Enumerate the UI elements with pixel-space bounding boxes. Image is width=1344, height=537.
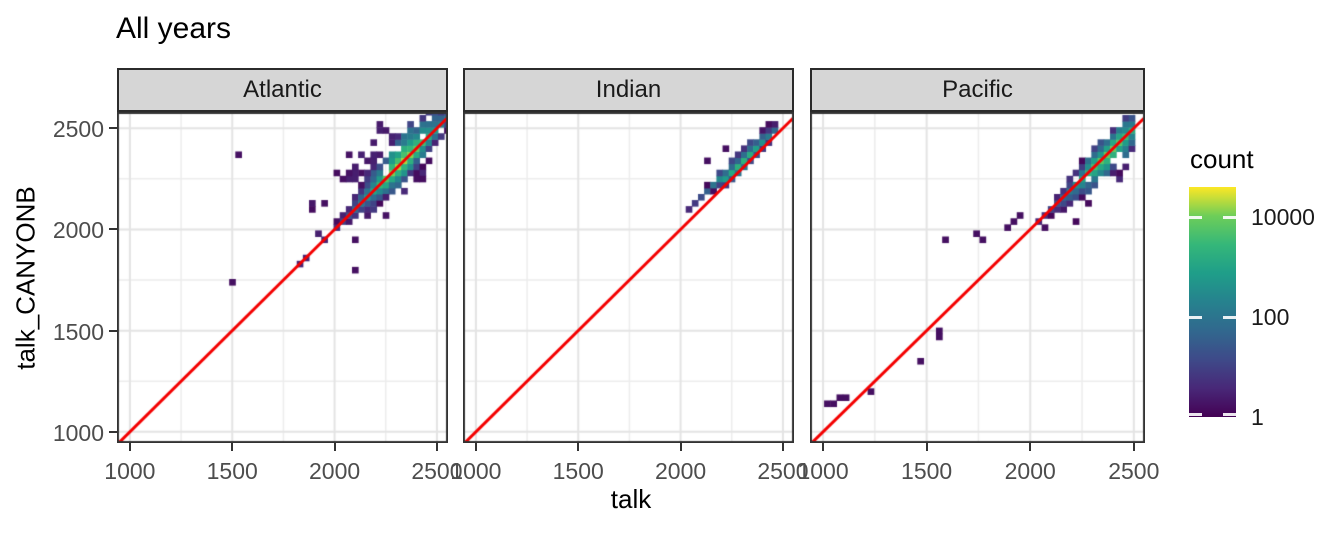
y-tick-mark	[109, 329, 117, 332]
x-tick-mark	[679, 443, 682, 451]
x-tick-label: 2000	[309, 458, 361, 484]
legend-tick-label: 10000	[1251, 204, 1315, 230]
x-tick-label: 2000	[1004, 458, 1056, 484]
x-tick-mark	[333, 443, 336, 451]
y-tick-label: 1000	[52, 419, 104, 446]
panel-pacific	[810, 112, 1145, 443]
x-tick-label: 1000	[104, 458, 156, 484]
legend-tick-mark	[1223, 316, 1236, 319]
x-tick-mark	[435, 443, 438, 451]
legend-tick-label: 1	[1251, 404, 1264, 430]
legend-tick-mark	[1189, 216, 1202, 219]
x-axis-title: talk	[610, 484, 652, 514]
x-tick-mark	[822, 443, 825, 451]
facet-strip-label: Indian	[595, 76, 662, 103]
legend-tick-mark	[1223, 216, 1236, 219]
legend-title: count	[1190, 144, 1254, 174]
x-tick-mark	[577, 443, 580, 451]
panel-atlantic	[117, 112, 448, 443]
facet-strip-indian: Indian	[463, 68, 794, 112]
panel-indian	[463, 112, 794, 443]
y-tick-mark	[109, 127, 117, 130]
legend-tick-mark	[1189, 413, 1202, 416]
x-tick-mark	[128, 443, 131, 451]
facet-strip-label: Pacific	[942, 76, 1013, 103]
legend-colorbar	[1189, 187, 1236, 417]
x-tick-mark	[474, 443, 477, 451]
facet-strip-atlantic: Atlantic	[117, 68, 448, 112]
x-tick-label: 2500	[757, 458, 809, 484]
y-tick-mark	[109, 228, 117, 231]
x-tick-label: 1000	[450, 458, 502, 484]
x-tick-mark	[781, 443, 784, 451]
x-tick-label: 2500	[1108, 458, 1160, 484]
x-tick-mark	[231, 443, 234, 451]
legend-tick-mark	[1223, 413, 1236, 416]
x-tick-mark	[1029, 443, 1032, 451]
x-tick-label: 1500	[552, 458, 604, 484]
y-tick-label: 2000	[52, 217, 104, 244]
x-tick-label: 2500	[411, 458, 463, 484]
y-tick-label: 2500	[52, 116, 104, 143]
legend-tick-label: 100	[1251, 304, 1290, 330]
x-tick-label: 1000	[797, 458, 849, 484]
y-axis-title: talk_CANYONB	[10, 186, 41, 370]
legend-tick-mark	[1189, 316, 1202, 319]
x-tick-mark	[925, 443, 928, 451]
facet-strip-pacific: Pacific	[810, 68, 1145, 112]
x-tick-mark	[1132, 443, 1135, 451]
x-tick-label: 1500	[206, 458, 258, 484]
y-tick-mark	[109, 430, 117, 433]
x-tick-label: 2000	[655, 458, 707, 484]
x-tick-label: 1500	[901, 458, 953, 484]
plot-title: All years	[116, 12, 232, 45]
y-tick-label: 1500	[52, 318, 104, 345]
facet-strip-label: Atlantic	[243, 76, 322, 103]
